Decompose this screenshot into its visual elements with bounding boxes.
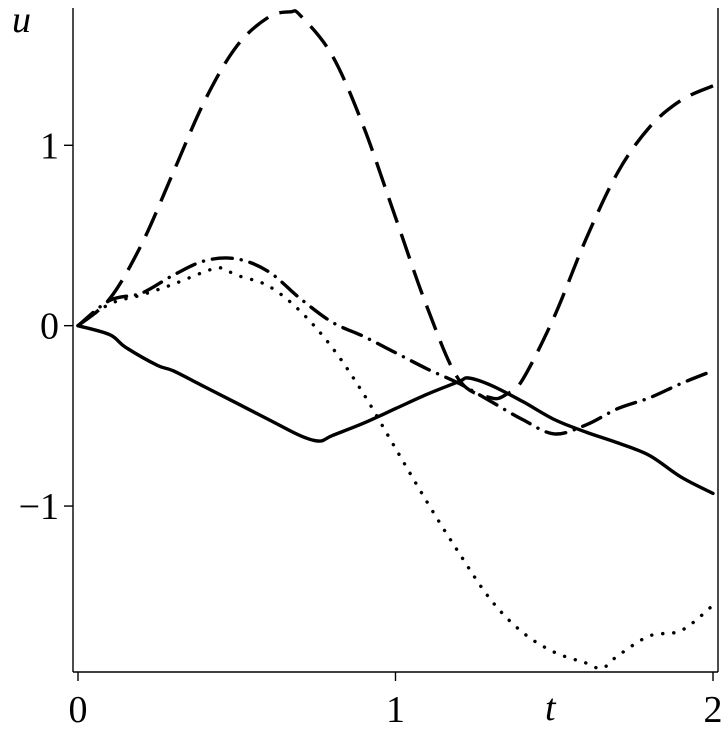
series-line-dashed xyxy=(76,9,714,401)
x-tick-label: 2 xyxy=(704,689,723,730)
series-line-dotted xyxy=(76,266,715,671)
y-tick-label: 0 xyxy=(40,306,59,348)
x-tick-label: 0 xyxy=(69,689,88,730)
series-line-solid xyxy=(76,324,715,496)
series-line-dash-dot xyxy=(76,256,715,436)
x-axis-label: t xyxy=(545,687,557,729)
y-tick-label: −1 xyxy=(19,486,59,528)
y-ticks: 1 0 −1 xyxy=(19,125,73,528)
series-layer xyxy=(76,9,715,671)
y-tick-label: 1 xyxy=(40,125,59,167)
plot-frame xyxy=(72,8,719,673)
y-axis-label: u xyxy=(12,0,31,41)
x-tick-label: 1 xyxy=(386,689,405,730)
x-ticks: 0 1 2 xyxy=(69,672,723,730)
